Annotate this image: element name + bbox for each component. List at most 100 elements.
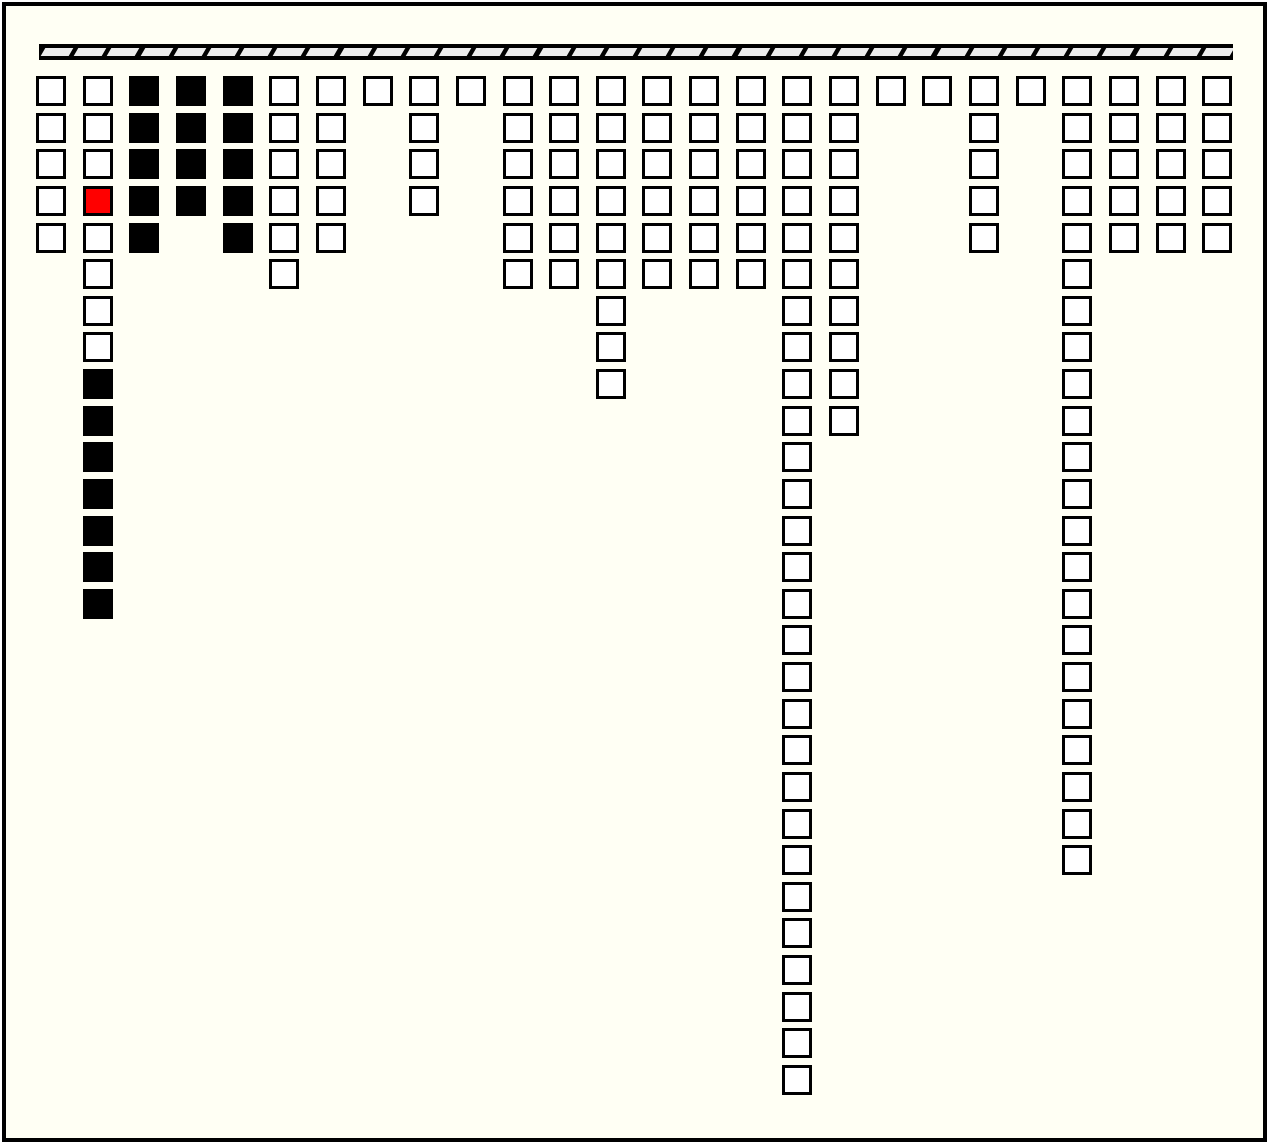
cell-filled[interactable]: [129, 112, 160, 143]
cell-filled[interactable]: [175, 112, 206, 143]
cell-empty[interactable]: [735, 222, 766, 253]
cell-filled[interactable]: [222, 112, 253, 143]
cell-empty[interactable]: [1062, 808, 1093, 839]
cell-empty[interactable]: [1062, 76, 1093, 106]
cell-empty[interactable]: [735, 185, 766, 216]
cell-empty[interactable]: [1062, 478, 1093, 509]
cell-empty[interactable]: [362, 76, 393, 106]
cell-empty[interactable]: [82, 222, 113, 253]
cell-empty[interactable]: [642, 149, 673, 180]
cell-empty[interactable]: [1062, 259, 1093, 290]
cell-empty[interactable]: [409, 149, 440, 180]
cell-empty[interactable]: [969, 222, 999, 253]
cell-empty[interactable]: [829, 222, 860, 253]
cell-empty[interactable]: [269, 149, 300, 180]
cell-empty[interactable]: [782, 771, 813, 802]
cell-empty[interactable]: [36, 149, 66, 180]
cell-empty[interactable]: [782, 662, 813, 693]
cell-empty[interactable]: [1062, 662, 1093, 693]
cell-filled[interactable]: [82, 515, 113, 546]
cell-empty[interactable]: [735, 259, 766, 290]
cell-filled[interactable]: [222, 149, 253, 180]
cell-empty[interactable]: [829, 76, 860, 106]
cell-empty[interactable]: [315, 112, 346, 143]
cell-empty[interactable]: [595, 185, 626, 216]
cell-empty[interactable]: [1108, 76, 1139, 106]
cell-empty[interactable]: [269, 222, 300, 253]
cell-empty[interactable]: [1062, 735, 1093, 766]
cell-filled[interactable]: [222, 76, 253, 106]
cell-empty[interactable]: [782, 295, 813, 326]
cell-empty[interactable]: [782, 369, 813, 400]
cell-empty[interactable]: [829, 295, 860, 326]
cell-empty[interactable]: [36, 222, 66, 253]
cell-filled[interactable]: [175, 185, 206, 216]
cell-empty[interactable]: [689, 149, 720, 180]
cell-filled[interactable]: [129, 185, 160, 216]
cell-empty[interactable]: [642, 185, 673, 216]
cell-empty[interactable]: [36, 76, 66, 106]
cell-empty[interactable]: [782, 1028, 813, 1059]
cell-empty[interactable]: [782, 259, 813, 290]
cell-empty[interactable]: [782, 588, 813, 619]
cell-empty[interactable]: [595, 149, 626, 180]
cell-empty[interactable]: [782, 955, 813, 986]
cell-empty[interactable]: [782, 552, 813, 583]
cell-empty[interactable]: [409, 185, 440, 216]
cell-empty[interactable]: [782, 478, 813, 509]
cell-empty[interactable]: [1108, 222, 1139, 253]
cell-empty[interactable]: [502, 222, 533, 253]
cell-filled[interactable]: [82, 552, 113, 583]
cell-empty[interactable]: [1062, 442, 1093, 473]
cell-empty[interactable]: [595, 76, 626, 106]
cell-empty[interactable]: [549, 112, 580, 143]
cell-empty[interactable]: [642, 222, 673, 253]
cell-empty[interactable]: [502, 185, 533, 216]
cell-empty[interactable]: [549, 149, 580, 180]
cell-empty[interactable]: [1062, 515, 1093, 546]
cell-empty[interactable]: [1108, 149, 1139, 180]
cell-empty[interactable]: [502, 149, 533, 180]
cell-empty[interactable]: [782, 881, 813, 912]
cell-empty[interactable]: [315, 149, 346, 180]
cell-empty[interactable]: [782, 845, 813, 876]
cell-empty[interactable]: [1155, 149, 1186, 180]
cell-empty[interactable]: [1062, 405, 1093, 436]
cell-empty[interactable]: [782, 918, 813, 949]
cell-empty[interactable]: [689, 185, 720, 216]
cell-empty[interactable]: [595, 332, 626, 363]
cell-empty[interactable]: [549, 185, 580, 216]
cell-empty[interactable]: [1155, 112, 1186, 143]
cell-empty[interactable]: [1202, 112, 1233, 143]
cell-filled[interactable]: [82, 405, 113, 436]
cell-empty[interactable]: [642, 76, 673, 106]
cell-empty[interactable]: [782, 222, 813, 253]
cell-empty[interactable]: [269, 259, 300, 290]
cell-empty[interactable]: [595, 369, 626, 400]
cell-empty[interactable]: [1015, 76, 1046, 106]
cell-empty[interactable]: [829, 259, 860, 290]
cell-empty[interactable]: [549, 76, 580, 106]
cell-empty[interactable]: [782, 112, 813, 143]
cell-empty[interactable]: [829, 405, 860, 436]
cell-empty[interactable]: [642, 112, 673, 143]
cell-empty[interactable]: [829, 369, 860, 400]
cell-empty[interactable]: [1202, 149, 1233, 180]
cell-empty[interactable]: [1062, 332, 1093, 363]
cell-empty[interactable]: [595, 112, 626, 143]
cell-empty[interactable]: [922, 76, 953, 106]
cell-filled[interactable]: [82, 478, 113, 509]
cell-empty[interactable]: [409, 76, 440, 106]
cell-empty[interactable]: [409, 112, 440, 143]
cell-empty[interactable]: [315, 222, 346, 253]
cell-empty[interactable]: [1155, 76, 1186, 106]
cell-empty[interactable]: [1062, 112, 1093, 143]
cell-filled[interactable]: [129, 149, 160, 180]
cell-empty[interactable]: [782, 698, 813, 729]
cell-empty[interactable]: [782, 735, 813, 766]
cell-empty[interactable]: [782, 405, 813, 436]
cell-empty[interactable]: [595, 222, 626, 253]
cell-empty[interactable]: [455, 76, 486, 106]
cell-empty[interactable]: [782, 76, 813, 106]
cell-filled[interactable]: [129, 222, 160, 253]
